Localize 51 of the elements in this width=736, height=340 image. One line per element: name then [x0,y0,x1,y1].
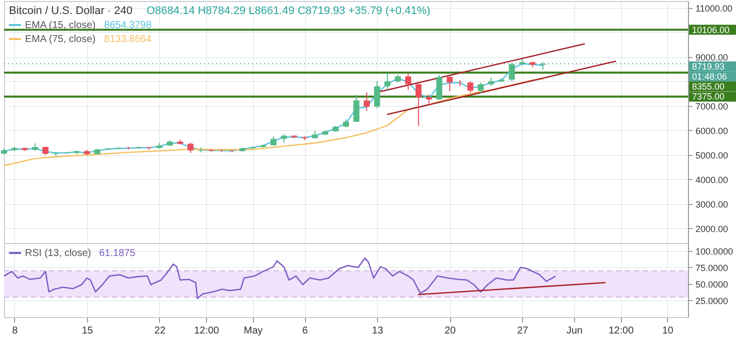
x-tick-label: 8 [12,326,18,336]
y-tick-label: 11000.00 [696,3,732,14]
x-tick-label: 27 [517,326,529,336]
y-tick-label: 7000.00 [696,101,728,112]
candlestick [478,82,484,94]
chart-subtitle: O8684.14 H8784.29 L8661.49 C8719.93 +35.79 (+0.41%) [146,5,430,17]
annotation: 8133.8664 [104,34,152,45]
legend-label: RSI (13, close) [25,248,92,259]
candlestick [364,92,370,112]
y-tick-label: 75.0000 [696,262,728,273]
annotation: 61.1875 [99,248,136,259]
candlestick [508,62,515,82]
y-tick-label: 50.0000 [696,279,728,290]
line-series [4,78,544,166]
x-tick-label: 12:00 [194,326,220,336]
candlestick [405,72,412,90]
chart-title: Bitcoin / U.S. Dollar · 240 [9,5,132,17]
candlestick [446,76,453,92]
y-tick-label: 6000.00 [696,126,728,136]
candlestick [384,72,390,92]
x-tick-label: 22 [154,326,166,336]
y-tick-label: 9000.00 [696,52,728,62]
y-tick-label: 25.0000 [696,296,728,306]
candlestick [374,80,380,109]
x-tick-label: 13 [372,326,384,336]
candlestick [436,74,442,100]
x-tick-label: 12:00 [608,326,634,336]
y-tick-label: 4000.00 [696,174,728,185]
legend-label: EMA (75, close) [25,34,96,45]
candlestick [198,146,204,153]
y-tick-label: 2000.00 [696,224,728,234]
x-tick-label: Jun [566,326,583,336]
x-tick-label: 15 [82,326,94,336]
candlestick [416,82,422,126]
ref-line-label: 8719.93 [692,61,725,72]
y-tick-label: 100.0000 [696,246,734,256]
ref-line-label: 8355.00 [692,81,725,92]
ref-line-label: 7375.00 [692,92,725,102]
ref-line-label: 10106.00 [692,24,730,35]
x-tick-label: May [244,326,263,336]
candlestick [188,142,194,154]
candlestick [467,80,474,93]
x-tick-label: 20 [444,326,456,336]
text: 01:48:06 [692,71,728,82]
y-tick-label: 5000.00 [696,150,728,160]
y-tick-label: 3000.00 [696,199,728,210]
candlestick [353,94,360,122]
annotation: 8654.3798 [104,20,152,31]
x-tick-label: 6 [302,326,308,336]
legend-label: EMA (15, close) [25,20,96,31]
x-tick-label: 10 [662,326,674,336]
